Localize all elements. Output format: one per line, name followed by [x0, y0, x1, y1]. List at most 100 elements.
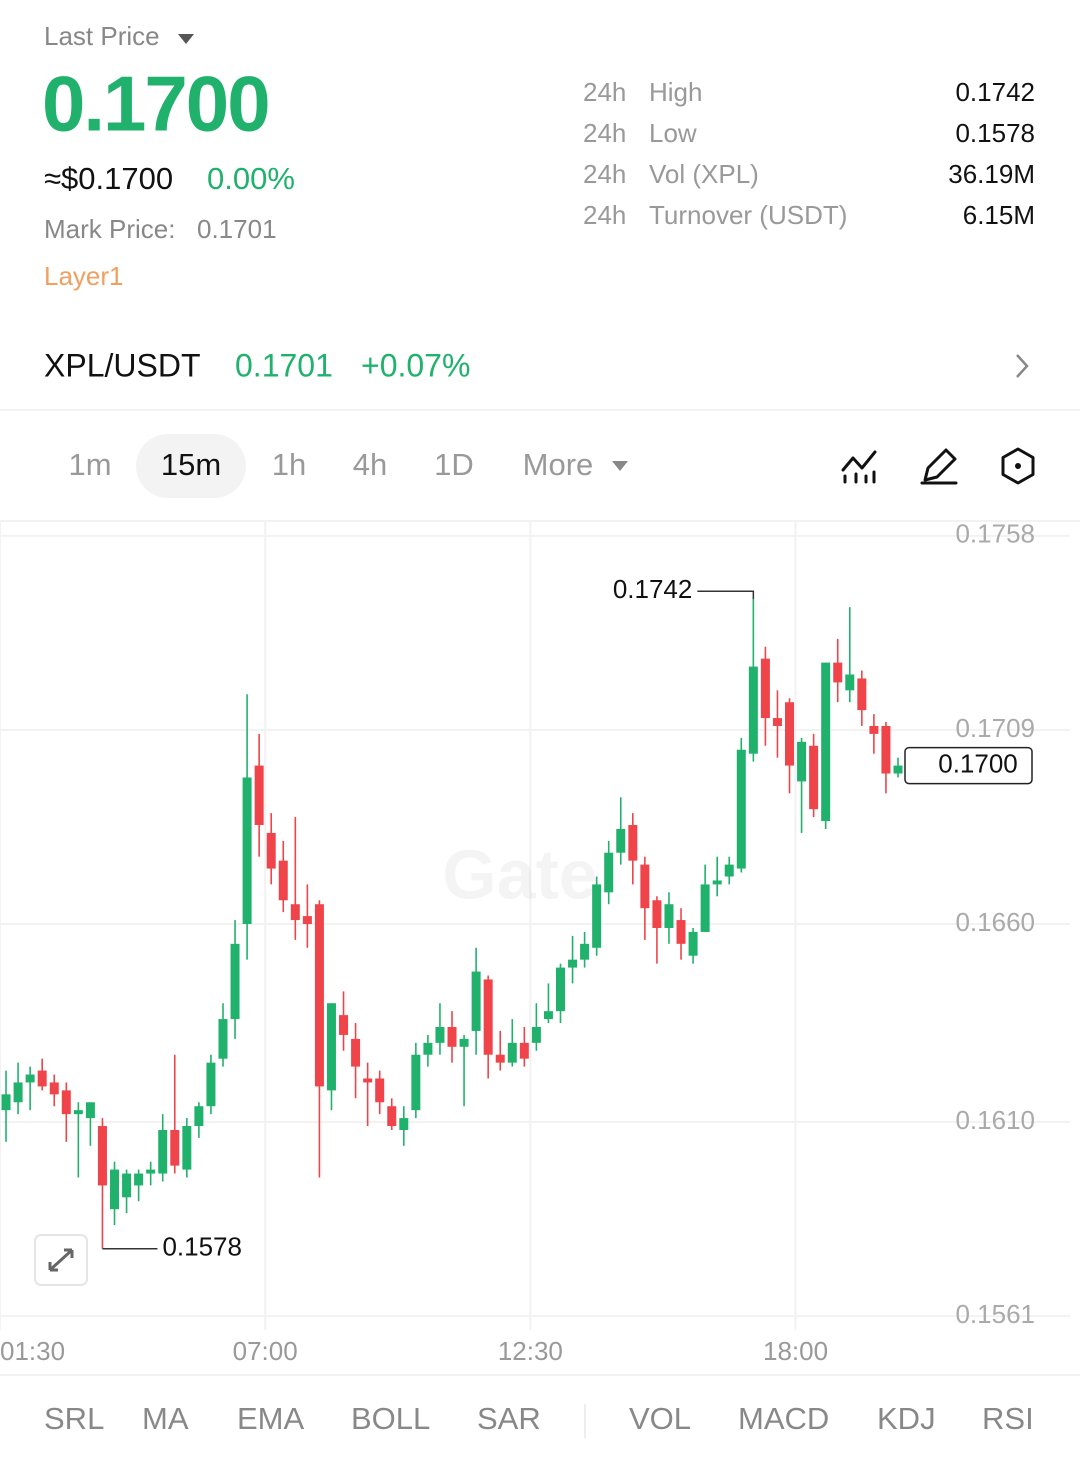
indicator-bar: SRL MA EMA BOLL SAR VOL MACD KDJ RSI: [44, 1401, 1034, 1438]
indicator[interactable]: EMA: [237, 1401, 305, 1436]
expand-icon: [48, 1248, 74, 1272]
candle-body: [49, 1082, 59, 1095]
candle-body: [302, 916, 312, 925]
active-tab-bg: [136, 434, 246, 498]
candle-body: [543, 1011, 553, 1020]
candle-body: [748, 666, 758, 754]
candle-body: [712, 880, 722, 885]
candle-body: [628, 825, 638, 861]
x-tick-label: 01:30: [0, 1336, 65, 1366]
candle-body: [845, 674, 855, 691]
candle-body: [266, 832, 276, 869]
candle-body: [134, 1173, 144, 1186]
sub-indicator[interactable]: MACD: [738, 1401, 829, 1436]
draw-icon[interactable]: [920, 448, 958, 485]
last-price-label: 0.1700: [938, 748, 1018, 778]
candle-body: [387, 1106, 397, 1127]
x-tick-label: 18:00: [763, 1336, 828, 1366]
timeframe-tab[interactable]: 15m: [161, 447, 221, 482]
stats: 24h High 0.1742 24h Low 0.1578 24h Vol (…: [583, 77, 1035, 230]
y-tick-label: 0.1660: [955, 907, 1035, 937]
mark-price-label: Mark Price:: [44, 214, 175, 244]
candle-body: [760, 658, 770, 719]
candle-body: [797, 741, 807, 782]
candle-body: [555, 967, 565, 1012]
sub-indicator[interactable]: RSI: [982, 1401, 1034, 1436]
stat-period: 24h: [583, 77, 626, 107]
stat-value: 0.1742: [955, 77, 1035, 107]
chevron[interactable]: [1016, 354, 1029, 378]
divider: [0, 1374, 1080, 1376]
timeframe-tab[interactable]: 1D: [434, 447, 474, 482]
candle-body: [893, 765, 903, 774]
separator: [584, 1404, 586, 1438]
candle-body: [869, 725, 879, 734]
low-label: 0.1578: [162, 1232, 242, 1262]
indicator[interactable]: MA: [142, 1401, 189, 1436]
indicator[interactable]: SRL: [44, 1401, 104, 1436]
candle-body: [146, 1169, 156, 1174]
candle-body: [592, 884, 602, 948]
candle-body: [821, 662, 831, 822]
stat-period: 24h: [583, 159, 626, 189]
more-icon[interactable]: [612, 461, 628, 471]
x-tick-label: 12:30: [498, 1336, 563, 1366]
timeframe-tab[interactable]: 1m: [68, 447, 111, 482]
pair-price[interactable]: 0.1701: [235, 347, 333, 383]
candle-body: [483, 979, 493, 1055]
candle-body: [158, 1129, 168, 1174]
dropdown-icon[interactable]: [178, 34, 194, 44]
candle-body: [640, 864, 650, 909]
toolbar-icons: [841, 447, 1035, 485]
candle-body: [339, 1015, 349, 1035]
pair-change[interactable]: +0.07%: [361, 347, 470, 383]
candle-body: [242, 777, 252, 925]
candle-body: [495, 1054, 505, 1063]
candle-body: [13, 1082, 23, 1103]
candle-body: [206, 1062, 216, 1107]
divider: [0, 520, 1080, 522]
indicator-icon[interactable]: [841, 450, 877, 484]
candle-body: [351, 1038, 361, 1067]
stat-period: 24h: [583, 118, 626, 148]
stat-value: 6.15M: [963, 200, 1035, 230]
sub-indicator[interactable]: KDJ: [877, 1401, 936, 1436]
stat-value: 0.1578: [955, 118, 1035, 148]
x-tick-label: 07:00: [233, 1336, 298, 1366]
candle-body: [459, 1038, 469, 1047]
sub-indicator[interactable]: VOL: [629, 1401, 691, 1436]
candle-body: [785, 702, 795, 766]
candle-body: [688, 931, 698, 956]
divider: [0, 409, 1080, 411]
tag[interactable]: Layer1: [44, 261, 124, 291]
indicator[interactable]: SAR: [477, 1401, 541, 1436]
stat-period: 24h: [583, 200, 626, 230]
y-tick-label: 0.1610: [955, 1105, 1035, 1135]
last-price-label[interactable]: Last Price: [44, 21, 160, 51]
y-tick-label: 0.1561: [955, 1299, 1035, 1329]
candle-body: [471, 971, 481, 1031]
candle-body: [507, 1042, 517, 1063]
timeframe-tab[interactable]: More: [523, 447, 594, 482]
candle-body: [170, 1129, 180, 1166]
candle-body: [447, 1027, 457, 1047]
candle-body: [423, 1042, 433, 1055]
settings-icon[interactable]: [1001, 447, 1035, 485]
timeframe-tab[interactable]: 4h: [353, 447, 387, 482]
pair-name[interactable]: XPL/USDT: [44, 347, 200, 383]
watermark: Gate: [442, 835, 598, 913]
candle-body: [218, 1019, 228, 1059]
timeframe-tab[interactable]: 1h: [272, 447, 306, 482]
candle-body: [568, 959, 578, 968]
timeframe-tabs: 1m 15m 1h 4h 1D More: [68, 447, 593, 482]
candle-body: [664, 904, 674, 928]
annotation-line: [697, 590, 755, 600]
stat-label: High: [649, 77, 702, 107]
candle-body: [881, 725, 891, 774]
y-tick-label: 0.1758: [955, 519, 1035, 549]
candle-body: [85, 1102, 95, 1119]
candle-body: [519, 1042, 529, 1059]
indicator[interactable]: BOLL: [351, 1401, 430, 1436]
